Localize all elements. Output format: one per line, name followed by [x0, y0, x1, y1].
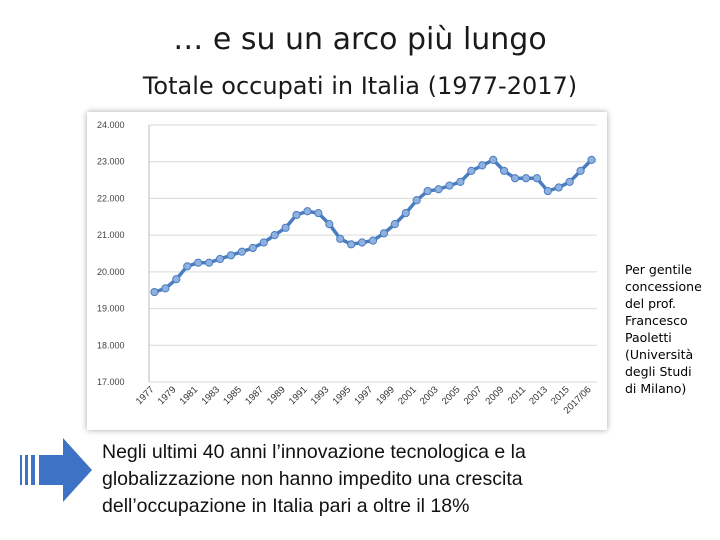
x-tick-label: 1997 — [352, 384, 375, 407]
x-tick-label: 1989 — [265, 384, 288, 407]
data-point — [172, 275, 181, 284]
credit-line: degli Studi — [625, 364, 692, 379]
data-point — [456, 177, 465, 187]
data-point — [587, 155, 596, 164]
x-tick-label: 1999 — [374, 384, 397, 407]
data-point — [478, 161, 487, 170]
credit-note: Per gentile concessione del prof. France… — [625, 261, 715, 397]
data-point — [379, 229, 389, 238]
data-point — [412, 196, 421, 205]
credit-line: Paoletti — [625, 330, 672, 345]
data-point — [390, 220, 399, 229]
data-point — [150, 287, 159, 297]
x-tick-label: 1977 — [134, 384, 157, 407]
data-point — [576, 166, 585, 175]
data-point — [543, 186, 552, 196]
y-tick-label: 19.000 — [97, 304, 125, 314]
credit-line: Francesco — [625, 313, 688, 328]
credit-line: di Milano) — [625, 381, 687, 396]
y-tick-label: 20.000 — [97, 267, 125, 277]
data-point — [357, 238, 367, 247]
data-point — [183, 262, 192, 271]
y-tick-label: 22.000 — [97, 193, 125, 203]
x-tick-label: 1979 — [156, 384, 179, 407]
x-tick-label: 1981 — [178, 384, 201, 407]
data-point — [314, 209, 323, 218]
data-point — [489, 155, 498, 164]
data-point — [226, 251, 236, 260]
y-tick-label: 21.000 — [97, 230, 125, 240]
x-tick-label: 1987 — [243, 384, 266, 407]
caption-line: globalizzazione non hanno impedito una c… — [102, 468, 523, 490]
data-point — [532, 174, 542, 183]
x-tick-label: 2013 — [527, 384, 550, 407]
credit-line: concessione — [625, 279, 702, 294]
data-point — [259, 238, 268, 247]
x-tick-label: 1993 — [309, 384, 332, 407]
data-point — [467, 166, 476, 175]
caption-line: Negli ultimi 40 anni l’innovazione tecno… — [102, 441, 526, 463]
x-tick-label: 2003 — [418, 384, 441, 407]
employment-line-chart: 17.000 18.000 19.000 20.000 21.000 22.000 23.0… — [97, 120, 597, 416]
data-point — [281, 223, 290, 232]
y-tick-label: 18.000 — [97, 340, 125, 350]
data-point — [434, 185, 443, 194]
data-point — [248, 243, 257, 253]
y-tick-label: 17.000 — [97, 377, 125, 387]
x-tick-label: 2009 — [484, 384, 507, 407]
data-point — [445, 181, 454, 190]
data-point — [161, 284, 170, 293]
data-point — [423, 186, 432, 196]
data-point — [336, 234, 345, 243]
x-tick-label: 1995 — [331, 384, 354, 407]
data-point — [521, 174, 531, 183]
credit-line: (Università — [625, 347, 694, 362]
x-tick-label: 1991 — [287, 384, 310, 407]
x-tick-label: 2001 — [396, 384, 419, 407]
x-tick-label: 2007 — [462, 384, 485, 407]
data-point — [510, 174, 520, 183]
data-point — [347, 240, 356, 249]
data-point — [565, 177, 574, 187]
slide-subtitle: Totale occupati in Italia (1977-2017) — [142, 72, 578, 100]
x-tick-label: 1985 — [221, 384, 244, 407]
slide-title: … e su un arco più lungo — [173, 22, 547, 57]
data-point — [500, 166, 509, 175]
data-point — [237, 247, 246, 256]
data-point — [303, 207, 312, 216]
x-tick-label: 1983 — [199, 384, 222, 407]
chart-frame: 17.000 18.000 19.000 20.000 21.000 22.000 23.0… — [87, 112, 607, 430]
data-point — [368, 236, 378, 245]
y-tick-label: 24.000 — [97, 120, 125, 130]
credit-line: del prof. — [625, 296, 676, 311]
data-point — [401, 209, 410, 218]
x-tick-label: 2011 — [506, 384, 528, 406]
data-point — [270, 231, 279, 240]
data-point — [325, 220, 334, 229]
caption-line: dell’occupazione in Italia pari a oltre … — [102, 495, 470, 517]
data-point — [194, 258, 203, 267]
y-tick-label: 23.000 — [97, 157, 125, 167]
data-point — [554, 183, 563, 192]
data-point — [292, 210, 301, 220]
data-point — [204, 258, 214, 267]
data-point — [215, 254, 225, 264]
right-arrow-icon — [20, 438, 92, 502]
caption: Negli ultimi 40 anni l’innovazione tecno… — [102, 439, 662, 520]
credit-line: Per gentile — [625, 262, 692, 277]
x-tick-label: 2005 — [440, 384, 463, 407]
